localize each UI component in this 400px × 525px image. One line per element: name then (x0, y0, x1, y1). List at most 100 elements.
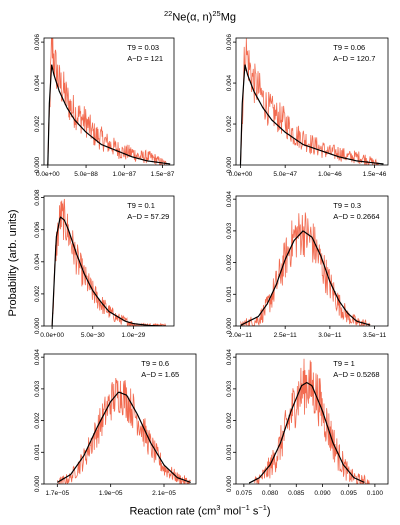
xlabel-part2: mol (220, 505, 242, 518)
panel-annotation: A−D = 1.65 (141, 370, 179, 379)
panel-annotation: A−D = 121 (127, 54, 163, 63)
xlabel-part3: s (249, 505, 259, 518)
title-superscript-25: 25 (212, 9, 221, 18)
y-tick-label: 0.002 (34, 116, 41, 133)
x-tick-label: 1.0e−46 (318, 171, 342, 178)
histogram-series (51, 198, 167, 326)
y-tick-label: 0.000 (34, 475, 41, 492)
histogram-series (240, 212, 371, 326)
panel-annotation: T9 = 1 (333, 359, 354, 368)
x-tick-label: 0.095 (341, 490, 358, 497)
plot-frame (43, 37, 175, 166)
title-product: Mg (220, 11, 236, 24)
x-tick-label: 1.5e−46 (363, 171, 387, 178)
y-tick-label: 0.003 (34, 380, 41, 397)
y-tick-label: 0.006 (226, 34, 233, 51)
x-tick-label: 1.9e−05 (99, 490, 123, 497)
y-tick-label: 0.004 (34, 75, 41, 92)
histogram-series (240, 38, 380, 165)
xlabel-sup-neg1a: −1 (241, 503, 250, 512)
y-tick-label: 0.004 (226, 191, 233, 208)
figure-title: 22Ne(α, n)25Mg (0, 9, 400, 24)
panel-6: 0.075 0.080 0.085 0.090 0.095 0.100 0.000 0.001… (226, 349, 389, 497)
panel-annotation: T9 = 0.06 (333, 43, 365, 52)
plot-frame (235, 353, 389, 485)
y-tick-label: 0.000 (226, 317, 233, 334)
y-tick-label: 0.006 (34, 221, 41, 238)
fit-curve (239, 64, 384, 165)
x-tick-label: 1.0e−87 (112, 171, 136, 178)
fit-curve (248, 381, 365, 484)
panel-2: 0.0e+00 5.0e−47 1.0e−46 1.5e−46 0.000 0.002 0.… (226, 34, 389, 178)
x-tick-label: 2.5e−11 (274, 332, 298, 339)
plot-frame (235, 37, 389, 166)
y-tick-label: 0.000 (34, 156, 41, 173)
x-tick-label: 0.090 (314, 490, 331, 497)
x-tick-label: 5.0e−88 (74, 171, 98, 178)
xlabel-sup-3: 3 (216, 503, 221, 512)
histogram-series (56, 377, 191, 484)
fit-curve (57, 391, 191, 483)
y-tick-label: 0.003 (226, 222, 233, 239)
fit-curve (240, 230, 371, 326)
panel-annotation: T9 = 0.1 (127, 201, 155, 210)
xlabel-part1: Reaction rate (cm (129, 505, 217, 518)
panel-annotation: T9 = 0.03 (127, 43, 159, 52)
panel-3: 0.0e+00 5.0e−30 1.0e−29 0.000 0.002 0.004 0.00… (34, 189, 175, 339)
x-tick-label: 3.0e−11 (318, 332, 342, 339)
panel-annotation: A−D = 0.5268 (333, 370, 379, 379)
y-tick-label: 0.004 (34, 349, 41, 366)
panel-annotation: T9 = 0.3 (333, 201, 361, 210)
panel-annotation: T9 = 0.6 (141, 359, 169, 368)
x-tick-label: 5.0e−30 (81, 332, 105, 339)
panel-annotation: A−D = 120.7 (333, 54, 375, 63)
y-tick-label: 0.004 (226, 349, 233, 366)
plot-frame (43, 353, 197, 485)
y-tick-label: 0.002 (34, 285, 41, 302)
fit-curve (51, 216, 166, 326)
y-tick-label: 0.006 (34, 34, 41, 51)
x-tick-label: 1.0e−29 (122, 332, 146, 339)
y-tick-label: 0.001 (226, 444, 233, 461)
title-superscript-22: 22 (164, 9, 173, 18)
fit-curve (47, 64, 171, 165)
x-axis-label: Reaction rate (cm3 mol−1 s−1) (0, 503, 400, 518)
plot-frame (43, 195, 175, 327)
y-tick-label: 0.000 (226, 156, 233, 173)
x-tick-label: 0.085 (288, 490, 305, 497)
panel-4: 2.0e−11 2.5e−11 3.0e−11 3.5e−11 0.000 0.001 0.… (226, 191, 389, 339)
plot-frame (235, 195, 389, 327)
y-tick-label: 0.000 (34, 317, 41, 334)
y-tick-label: 0.003 (226, 380, 233, 397)
panel-annotation: A−D = 57.29 (127, 212, 169, 221)
y-tick-label: 0.004 (34, 253, 41, 270)
panel-annotation: A−D = 0.2664 (333, 212, 379, 221)
y-tick-label: 0.001 (226, 286, 233, 303)
y-tick-label: 0.002 (34, 412, 41, 429)
x-tick-label: 0.0e+00 (36, 171, 60, 178)
y-tick-label: 0.002 (226, 412, 233, 429)
xlabel-sup-neg1b: −1 (258, 503, 267, 512)
x-tick-label: 2.1e−05 (152, 490, 176, 497)
y-tick-label: 0.002 (226, 254, 233, 271)
x-tick-label: 1.7e−05 (45, 490, 69, 497)
histogram-series (47, 38, 167, 165)
xlabel-part4: ) (266, 505, 271, 518)
y-tick-label: 0.002 (226, 116, 233, 133)
x-tick-label: 2.0e−11 (229, 332, 253, 339)
x-tick-label: 0.100 (367, 490, 384, 497)
y-tick-label: 0.004 (226, 75, 233, 92)
x-tick-label: 0.075 (236, 490, 253, 497)
y-tick-label: 0.000 (226, 475, 233, 492)
x-tick-label: 0.0e+00 (229, 171, 253, 178)
x-tick-label: 0.0e+00 (40, 332, 64, 339)
y-tick-label: 0.001 (34, 444, 41, 461)
x-tick-label: 1.5e−87 (151, 171, 175, 178)
y-tick-label: 0.008 (34, 189, 41, 206)
x-tick-label: 5.0e−47 (273, 171, 297, 178)
x-tick-label: 3.5e−11 (363, 332, 387, 339)
panel-5: 1.7e−05 1.9e−05 2.1e−05 0.000 0.001 0.002 0.00… (34, 349, 197, 497)
title-reaction: Ne(α, n) (172, 11, 213, 24)
